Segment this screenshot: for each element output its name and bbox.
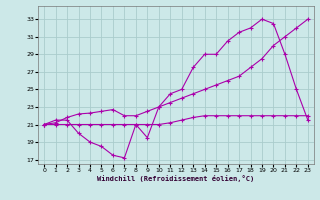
X-axis label: Windchill (Refroidissement éolien,°C): Windchill (Refroidissement éolien,°C) [97,175,255,182]
